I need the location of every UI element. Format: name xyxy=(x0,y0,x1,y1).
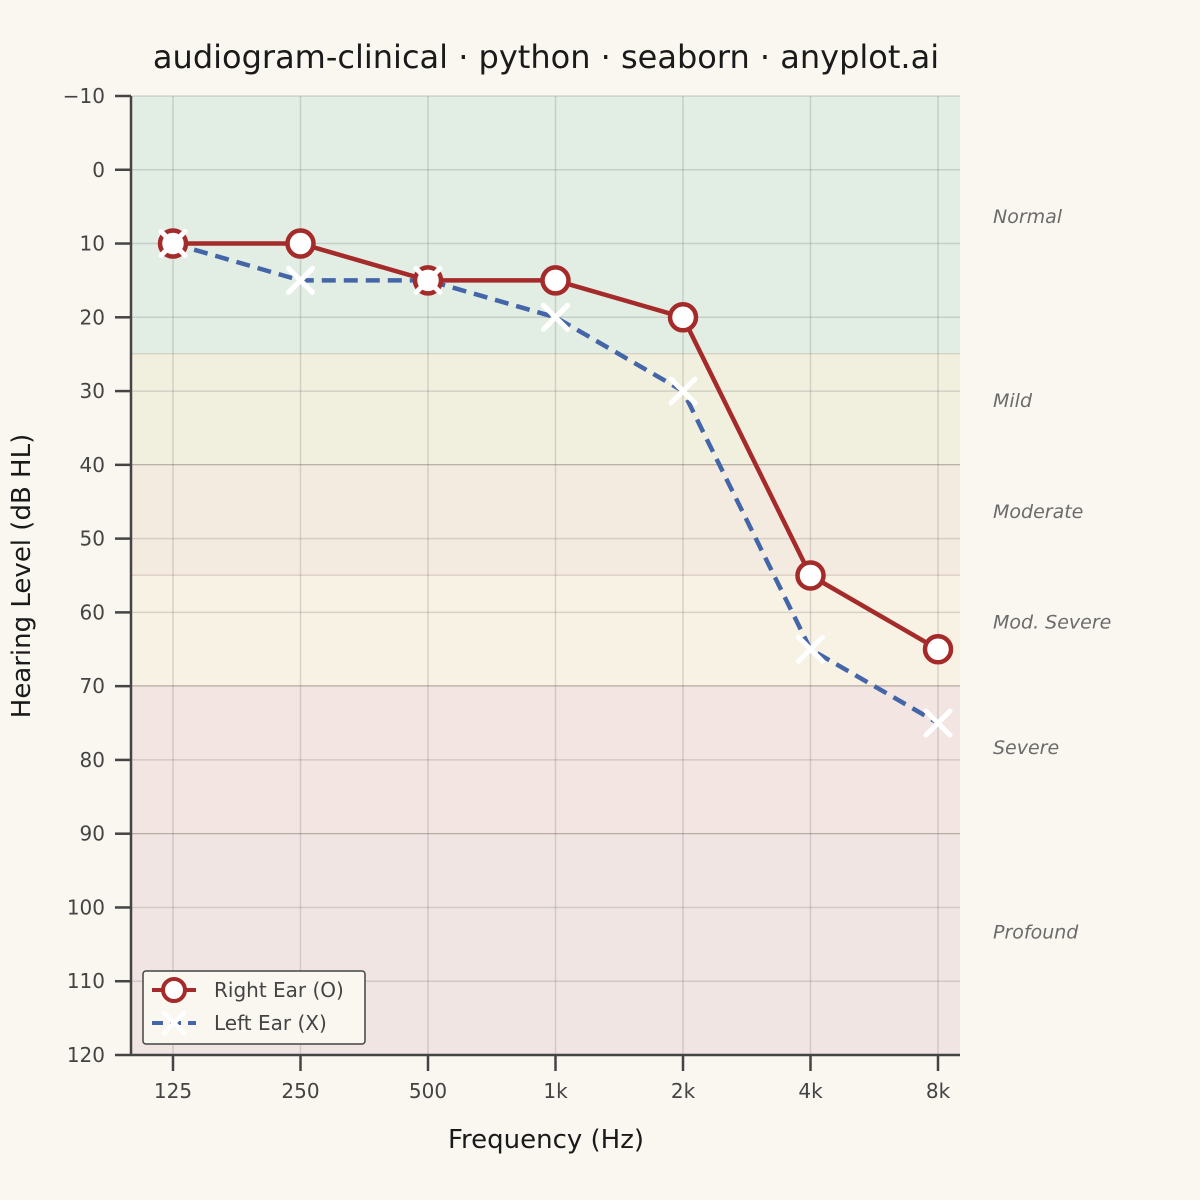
y-tick-label: 20 xyxy=(80,305,105,329)
band-normal xyxy=(131,96,960,355)
band-label: Moderate xyxy=(993,501,1083,523)
x-marker-icon xyxy=(161,1010,187,1036)
right-ear-point xyxy=(795,560,826,591)
legend: Right Ear (O) Left Ear (X) xyxy=(142,970,366,1045)
y-tick-label: 40 xyxy=(80,453,105,477)
chart-title: audiogram-clinical · python · seaborn · … xyxy=(153,38,939,76)
left-ear-point xyxy=(413,265,443,295)
hearing-loss-bands xyxy=(131,96,960,1055)
x-axis-label: Frequency (Hz) xyxy=(448,1125,644,1155)
right-ear-point xyxy=(285,228,316,259)
y-tick-label: −10 xyxy=(63,84,105,108)
band-label: Mild xyxy=(993,390,1033,412)
right-ear-point xyxy=(922,634,954,665)
y-tick-label: 60 xyxy=(80,600,105,624)
y-tick-label: 30 xyxy=(80,379,105,403)
legend-item-right-ear: Right Ear (O) xyxy=(152,977,344,1003)
left-ear-point xyxy=(923,708,953,738)
y-tick-label: 70 xyxy=(80,674,105,698)
band-label: Normal xyxy=(993,206,1063,228)
x-tick-label: 500 xyxy=(409,1079,447,1103)
y-tick-label: 0 xyxy=(92,158,105,182)
right-ear-point xyxy=(540,265,571,296)
x-tick-label: 1k xyxy=(543,1079,568,1103)
band-labels: Normal Mild Moderate Mod. Severe Severe Profo… xyxy=(993,206,1111,944)
legend-item-left-ear: Left Ear (X) xyxy=(152,1010,327,1036)
x-tick-label: 250 xyxy=(281,1079,319,1103)
axes: −10 0 10 20 30 40 50 60 70 80 90 100 110 120 125 250 500… xyxy=(63,84,960,1103)
right-ear-point xyxy=(667,302,699,333)
band-mod-severe xyxy=(131,575,960,687)
y-tick-label: 80 xyxy=(80,748,105,772)
band-severe xyxy=(131,686,960,834)
left-ear-point xyxy=(286,265,315,295)
left-ear-point xyxy=(158,229,188,259)
y-tick-label: 90 xyxy=(80,822,105,846)
band-label: Mod. Severe xyxy=(993,612,1111,634)
band-label: Profound xyxy=(993,921,1079,943)
band-label: Severe xyxy=(993,737,1059,759)
y-axis-label: Hearing Level (dB HL) xyxy=(7,434,37,718)
circle-marker-icon xyxy=(161,977,187,1003)
legend-label-right-ear: Right Ear (O) xyxy=(214,978,344,1002)
data-series xyxy=(157,228,954,738)
left-ear-point xyxy=(668,376,698,406)
x-tick-label: 2k xyxy=(671,1079,696,1103)
legend-box xyxy=(142,970,366,1045)
y-tick-label: 120 xyxy=(67,1043,105,1067)
y-tick-label: 110 xyxy=(67,969,105,993)
left-ear-point xyxy=(541,302,570,332)
x-tick-label: 125 xyxy=(154,1079,192,1103)
x-tick-label: 8k xyxy=(926,1079,951,1103)
band-moderate xyxy=(131,464,960,576)
y-tick-label: 100 xyxy=(67,895,105,919)
y-tick-label: 10 xyxy=(80,232,105,256)
x-tick-label: 4k xyxy=(798,1079,823,1103)
left-ear-point xyxy=(796,634,825,664)
legend-label-left-ear: Left Ear (X) xyxy=(214,1011,327,1035)
band-mild xyxy=(131,354,960,465)
y-tick-label: 50 xyxy=(80,527,105,551)
